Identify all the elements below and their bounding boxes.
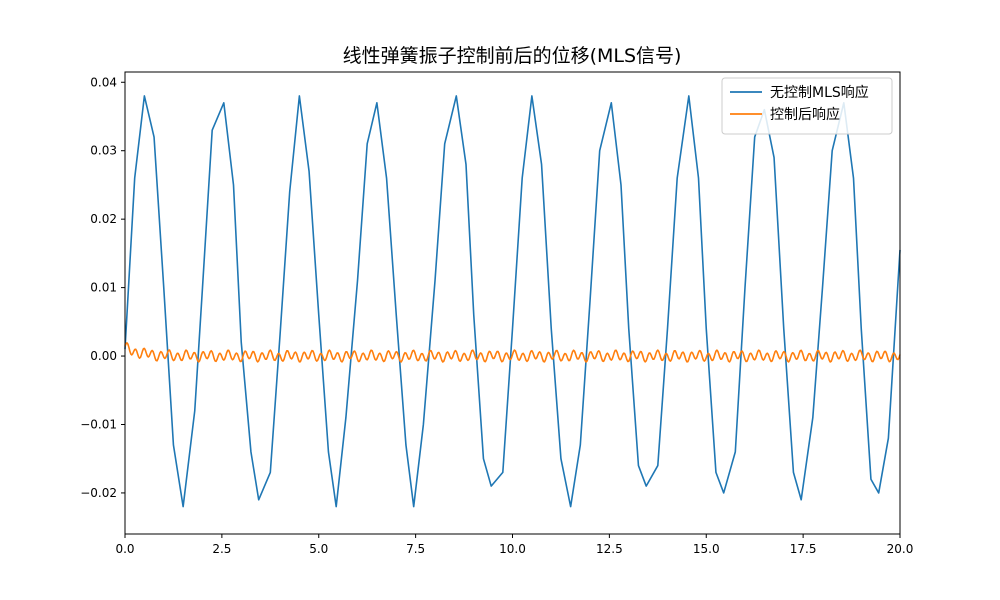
x-tick-label: 7.5 (406, 542, 425, 556)
x-tick-label: 12.5 (596, 542, 623, 556)
x-tick-label: 15.0 (693, 542, 720, 556)
y-tick-label: 0.00 (90, 349, 117, 363)
y-tick-label: −0.02 (80, 486, 117, 500)
y-tick-label: 0.02 (90, 212, 117, 226)
series-line-controlled (124, 342, 901, 363)
y-tick-label: 0.01 (90, 281, 117, 295)
x-tick-label: 17.5 (790, 542, 817, 556)
x-tick-label: 0.0 (115, 542, 134, 556)
x-tick-label: 5.0 (309, 542, 328, 556)
x-tick-label: 20.0 (887, 542, 914, 556)
chart-title: 线性弹簧振子控制前后的位移(MLS信号) (343, 45, 682, 67)
legend-label: 控制后响应 (770, 106, 840, 123)
y-tick-label: −0.01 (80, 417, 117, 431)
plot-area (124, 95, 901, 508)
y-tick-label: 0.04 (90, 75, 117, 89)
x-tick-label: 2.5 (212, 542, 231, 556)
legend-box (721, 77, 893, 135)
axes-frame (124, 71, 901, 535)
x-axis: 0.0 2.5 5.0 7.5 10.0 12.5 15.0 17.5 20.0 (115, 534, 913, 556)
series-line-uncontrolled (124, 95, 901, 508)
x-tick-label: 10.0 (499, 542, 526, 556)
y-axis: −0.02 −0.01 0.00 0.01 0.02 0.03 0.04 (80, 75, 125, 500)
y-tick-label: 0.03 (90, 144, 117, 158)
legend-label: 无控制MLS响应 (770, 84, 869, 101)
